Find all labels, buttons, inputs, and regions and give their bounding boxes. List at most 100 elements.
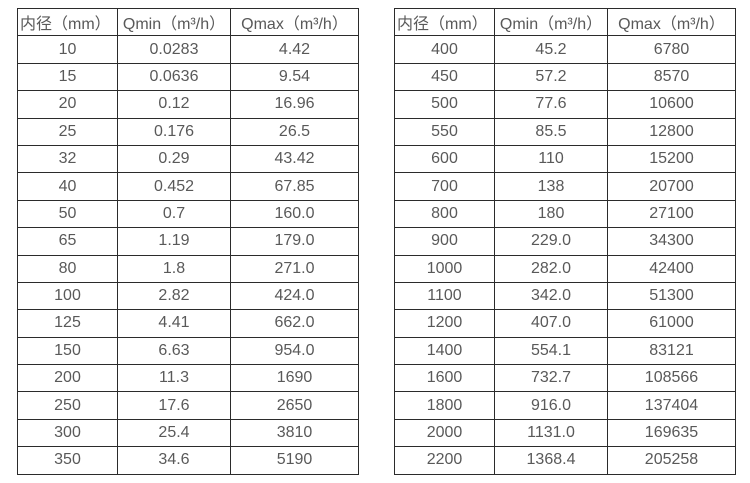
cell-qmax: 160.0	[230, 199, 359, 229]
cell-qmax: 34300	[607, 227, 736, 256]
cell-qmin: 17.6	[117, 391, 231, 420]
table-row: 2000 1131.0 169635	[394, 418, 736, 448]
table-row: 50 0.7 160.0	[17, 199, 359, 229]
cell-diameter: 200	[17, 364, 118, 393]
cell-qmax: 108566	[607, 364, 736, 393]
table-row: 32 0.29 43.42	[17, 144, 359, 174]
cell-diameter: 10	[17, 35, 118, 64]
cell-qmax: 271.0	[230, 254, 359, 283]
cell-diameter: 32	[17, 144, 118, 174]
table-row: 150 6.63 954.0	[17, 336, 359, 366]
cell-diameter: 2000	[394, 418, 495, 448]
cell-qmin: 0.176	[117, 117, 231, 146]
table-row: 600 110 15200	[394, 144, 736, 174]
cell-qmin: 0.0283	[117, 35, 231, 64]
cell-qmax: 51300	[607, 281, 736, 311]
column-header-qmin: Qmin（m³/h）	[117, 7, 231, 37]
cell-qmax: 179.0	[230, 227, 359, 256]
cell-diameter: 450	[394, 62, 495, 92]
cell-qmax: 2650	[230, 391, 359, 420]
table-row: 800 180 27100	[394, 199, 736, 229]
cell-qmin: 0.0636	[117, 62, 231, 92]
cell-diameter: 800	[394, 199, 495, 229]
table-row: 1200 407.0 61000	[394, 309, 736, 338]
cell-qmin: 732.7	[494, 364, 608, 393]
table-row: 700 138 20700	[394, 172, 736, 201]
cell-diameter: 1100	[394, 281, 495, 311]
cell-qmax: 4.42	[230, 35, 359, 64]
cell-qmin: 0.7	[117, 199, 231, 229]
cell-diameter: 65	[17, 227, 118, 256]
table-row: 1800 916.0 137404	[394, 391, 736, 420]
cell-diameter: 1600	[394, 364, 495, 393]
cell-qmin: 282.0	[494, 254, 608, 283]
cell-qmax: 6780	[607, 35, 736, 64]
cell-diameter: 350	[17, 446, 118, 475]
column-header-diameter: 内径（mm）	[394, 7, 495, 37]
cell-diameter: 1400	[394, 336, 495, 366]
cell-qmin: 77.6	[494, 90, 608, 119]
cell-qmin: 25.4	[117, 418, 231, 448]
cell-qmax: 20700	[607, 172, 736, 201]
cell-diameter: 1200	[394, 309, 495, 338]
table-row: 2200 1368.4 205258	[394, 446, 736, 475]
cell-qmin: 2.82	[117, 281, 231, 311]
cell-qmin: 1.8	[117, 254, 231, 283]
cell-diameter: 80	[17, 254, 118, 283]
cell-qmax: 83121	[607, 336, 736, 366]
cell-diameter: 2200	[394, 446, 495, 475]
cell-diameter: 50	[17, 199, 118, 229]
table-row: 1400 554.1 83121	[394, 336, 736, 366]
cell-qmax: 12800	[607, 117, 736, 146]
cell-qmin: 45.2	[494, 35, 608, 64]
cell-qmax: 5190	[230, 446, 359, 475]
cell-qmax: 16.96	[230, 90, 359, 119]
table-row: 15 0.0636 9.54	[17, 62, 359, 92]
cell-qmin: 138	[494, 172, 608, 201]
cell-qmin: 180	[494, 199, 608, 229]
cell-diameter: 700	[394, 172, 495, 201]
cell-qmin: 34.6	[117, 446, 231, 475]
cell-qmin: 85.5	[494, 117, 608, 146]
cell-qmax: 424.0	[230, 281, 359, 311]
cell-diameter: 600	[394, 144, 495, 174]
table-row: 65 1.19 179.0	[17, 227, 359, 256]
cell-diameter: 900	[394, 227, 495, 256]
cell-diameter: 15	[17, 62, 118, 92]
column-header-diameter: 内径（mm）	[17, 7, 118, 37]
cell-qmin: 342.0	[494, 281, 608, 311]
cell-diameter: 550	[394, 117, 495, 146]
table-row: 250 17.6 2650	[17, 391, 359, 420]
table-row: 80 1.8 271.0	[17, 254, 359, 283]
cell-diameter: 40	[17, 172, 118, 201]
cell-qmax: 9.54	[230, 62, 359, 92]
table-row: 550 85.5 12800	[394, 117, 736, 146]
cell-qmax: 10600	[607, 90, 736, 119]
cell-qmin: 554.1	[494, 336, 608, 366]
column-header-qmax: Qmax（m³/h）	[607, 7, 736, 37]
cell-diameter: 150	[17, 336, 118, 366]
cell-qmin: 1368.4	[494, 446, 608, 475]
cell-qmax: 43.42	[230, 144, 359, 174]
cell-qmin: 110	[494, 144, 608, 174]
cell-qmax: 137404	[607, 391, 736, 420]
table-row: 200 11.3 1690	[17, 364, 359, 393]
cell-diameter: 1000	[394, 254, 495, 283]
cell-diameter: 500	[394, 90, 495, 119]
flow-spec-table-left: 内径（mm） Qmin（m³/h） Qmax（m³/h） 10 0.0283 4.42 15…	[17, 7, 359, 475]
table-row: 900 229.0 34300	[394, 227, 736, 256]
cell-qmax: 954.0	[230, 336, 359, 366]
cell-diameter: 300	[17, 418, 118, 448]
table-row: 300 25.4 3810	[17, 418, 359, 448]
table-row: 40 0.452 67.85	[17, 172, 359, 201]
cell-qmin: 407.0	[494, 309, 608, 338]
cell-diameter: 125	[17, 309, 118, 338]
cell-qmin: 229.0	[494, 227, 608, 256]
cell-qmax: 662.0	[230, 309, 359, 338]
table-row: 25 0.176 26.5	[17, 117, 359, 146]
table-row: 1600 732.7 108566	[394, 364, 736, 393]
cell-qmax: 169635	[607, 418, 736, 448]
cell-diameter: 250	[17, 391, 118, 420]
table-row: 20 0.12 16.96	[17, 90, 359, 119]
